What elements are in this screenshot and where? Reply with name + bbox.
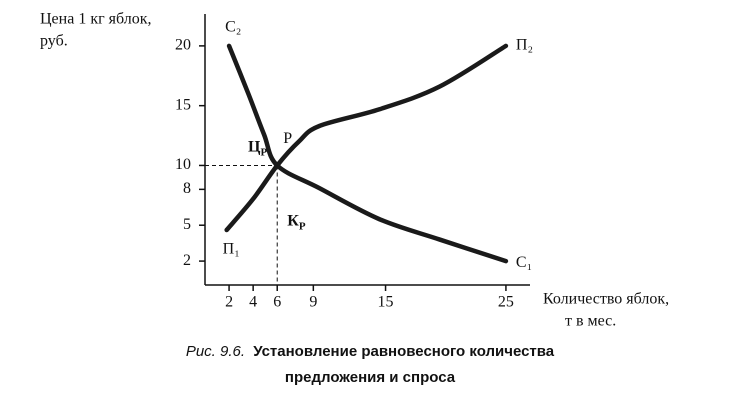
y-tick-label: 2 xyxy=(183,252,191,269)
annotation-text: К xyxy=(287,212,299,229)
curve-label: С₁ xyxy=(516,254,532,271)
x-axis-title: Количество яблок, xyxy=(543,291,669,308)
x-tick-label: 25 xyxy=(498,294,514,311)
x-tick-label: 9 xyxy=(309,294,317,311)
equilibrium-label: Р xyxy=(283,130,292,147)
x-tick-label: 15 xyxy=(378,294,394,311)
annotation-sub: Р xyxy=(299,220,306,232)
y-axis-title: руб. xyxy=(40,33,68,50)
caption-prefix: Рис. 9.6. xyxy=(186,343,245,360)
y-tick-label: 10 xyxy=(175,156,191,173)
curve-label: П₂ xyxy=(516,37,533,54)
annotation: ЦР xyxy=(248,138,267,158)
annotation-text: Ц xyxy=(248,138,261,155)
curve xyxy=(226,43,509,264)
y-tick-label: 8 xyxy=(183,180,191,197)
x-tick-label: 2 xyxy=(225,294,233,311)
annotation-sub: Р xyxy=(260,146,267,158)
y-tick-label: 15 xyxy=(175,96,191,113)
annotation: КР xyxy=(287,212,306,232)
x-tick-label: 4 xyxy=(249,294,257,311)
caption-line: Установление равновесного количества xyxy=(253,343,555,360)
caption: Рис. 9.6. Установление равновесного коли… xyxy=(186,343,555,360)
y-axis-title: Цена 1 кг яблок, xyxy=(40,11,152,28)
x-axis-title: т в мес. xyxy=(565,313,616,330)
x-tick-label: 6 xyxy=(273,294,281,311)
curve-label: С₂ xyxy=(225,19,241,36)
y-tick-label: 20 xyxy=(175,37,191,54)
curve-label: П₁ xyxy=(223,241,240,258)
caption-line: предложения и спроса xyxy=(285,369,456,386)
y-tick-label: 5 xyxy=(183,216,191,233)
curve xyxy=(224,43,509,233)
